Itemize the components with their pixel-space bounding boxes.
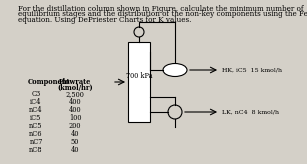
Text: 40: 40 [71, 146, 79, 154]
Bar [128, 42, 150, 122]
Text: 400: 400 [69, 106, 81, 114]
Text: 50: 50 [71, 138, 79, 146]
Text: iC4: iC4 [30, 98, 42, 106]
Text: (kmol/hr): (kmol/hr) [57, 83, 93, 92]
Text: HK, iC5  15 kmol/h: HK, iC5 15 kmol/h [222, 68, 282, 72]
Text: nC8: nC8 [29, 146, 43, 154]
Circle shape [134, 27, 144, 37]
Text: nC7: nC7 [29, 138, 43, 146]
Text: equilibrium stages and the distribution of the non-key components using the Fens: equilibrium stages and the distribution … [18, 10, 307, 19]
Text: 400: 400 [69, 98, 81, 106]
Ellipse shape [163, 63, 187, 76]
Text: 100: 100 [69, 114, 81, 122]
Text: Flowrate: Flowrate [59, 78, 91, 86]
Text: 2,500: 2,500 [66, 90, 84, 98]
Text: 700 kPa: 700 kPa [126, 72, 152, 80]
Circle shape [168, 105, 182, 119]
Text: nC5: nC5 [29, 122, 43, 130]
Text: iC5: iC5 [30, 114, 42, 122]
Text: C3: C3 [31, 90, 41, 98]
Text: LK, nC4  8 kmol/h: LK, nC4 8 kmol/h [222, 110, 279, 114]
Text: For the distillation column shown in Figure, calculate the minimum number of: For the distillation column shown in Fig… [18, 5, 304, 13]
Text: equation. Using DePriester Charts for K values.: equation. Using DePriester Charts for K … [18, 16, 191, 24]
Text: nC6: nC6 [29, 130, 43, 138]
Text: 40: 40 [71, 130, 79, 138]
Text: nC4: nC4 [29, 106, 43, 114]
Text: Component: Component [28, 78, 71, 86]
Text: 200: 200 [69, 122, 81, 130]
